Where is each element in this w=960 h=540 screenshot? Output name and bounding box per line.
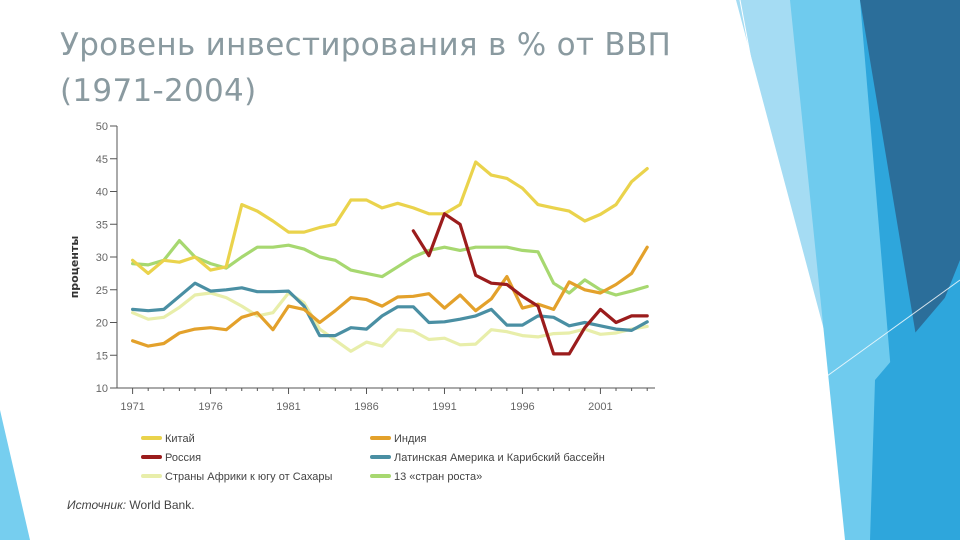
decor-line-1: [739, 0, 841, 540]
x-tick-label: 1986: [354, 401, 378, 413]
x-tick-label: 1996: [510, 401, 534, 413]
left-edge-triangle: [0, 410, 30, 540]
series-line-1: [131, 245, 649, 348]
y-tick-label: 15: [96, 350, 108, 362]
x-tick-label: 1971: [120, 401, 144, 413]
series-line-0: [131, 160, 649, 275]
x-tick-label: 1991: [432, 401, 456, 413]
legend-label: 13 «стран роста»: [394, 471, 482, 483]
source-note: Источник: World Bank.: [67, 498, 195, 512]
x-tick-label: 1976: [198, 401, 222, 413]
slide-title-line-2: (1971-2004): [60, 73, 257, 109]
legend-label: Латинская Америка и Карибский бассейн: [394, 452, 605, 464]
series-line-3: [131, 281, 649, 338]
right-dark-shape: [860, 0, 960, 360]
y-tick-label: 45: [96, 154, 108, 166]
series-line-2: [411, 212, 649, 356]
slide-title-line-1: Уровень инвестирования в % от ВВП: [60, 27, 672, 63]
source-prefix: Источник:: [67, 498, 127, 512]
y-tick-label: 30: [96, 252, 108, 264]
slide-title: Уровень инвестирования в % от ВВП (1971-…: [60, 22, 700, 114]
legend-label: Китай: [165, 433, 195, 445]
y-axis-title: проценты: [68, 236, 81, 299]
y-tick-label: 10: [96, 383, 108, 395]
source-text: World Bank.: [126, 498, 195, 512]
legend-label: Россия: [165, 452, 201, 464]
decor-line-2: [599, 279, 960, 540]
legend-label: Индия: [394, 433, 427, 445]
right-lower-shape: [870, 280, 960, 540]
x-tick-label: 1981: [276, 401, 300, 413]
series-line-4: [131, 291, 649, 353]
y-tick-label: 25: [96, 285, 108, 297]
x-tick-label: 2001: [588, 401, 612, 413]
y-tick-label: 50: [96, 121, 108, 133]
y-tick-label: 35: [96, 219, 108, 231]
y-tick-label: 40: [96, 187, 108, 199]
series-line-5: [131, 239, 649, 297]
y-tick-label: 20: [96, 318, 108, 330]
legend-label: Страны Африки к югу от Сахары: [165, 471, 332, 483]
